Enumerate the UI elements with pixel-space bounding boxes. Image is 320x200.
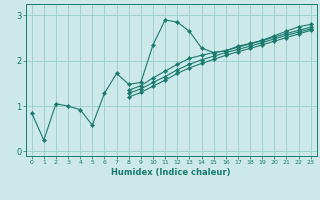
X-axis label: Humidex (Indice chaleur): Humidex (Indice chaleur): [111, 168, 231, 177]
